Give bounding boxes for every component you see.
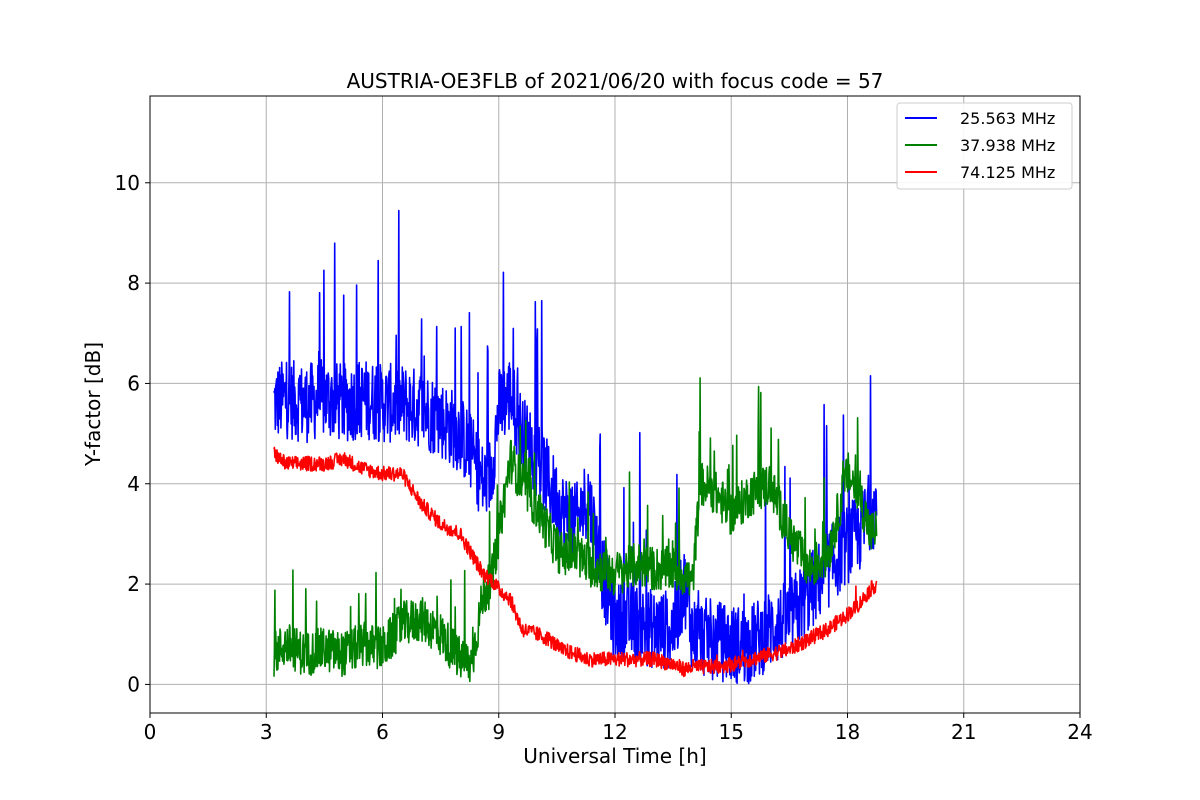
y-tick-label: 6 xyxy=(127,371,140,395)
x-axis-label: Universal Time [h] xyxy=(523,744,706,768)
chart-title: AUSTRIA-OE3FLB of 2021/06/20 with focus … xyxy=(347,69,884,93)
y-tick-label: 8 xyxy=(127,271,140,295)
x-tick-label: 18 xyxy=(835,720,860,744)
y-axis-label: Y-factor [dB] xyxy=(81,342,105,467)
x-tick-label: 0 xyxy=(144,720,157,744)
series-74125-line xyxy=(273,446,878,678)
legend: 25.563 MHz 37.938 MHz 74.125 MHz xyxy=(896,102,1073,190)
y-tick-label: 4 xyxy=(127,472,140,496)
x-tick-label: 12 xyxy=(602,720,627,744)
series-37938-line xyxy=(273,377,878,683)
legend-box xyxy=(896,102,1073,190)
x-tick-label: 9 xyxy=(492,720,505,744)
legend-label-37938: 37.938 MHz xyxy=(960,136,1055,155)
y-tick-label: 0 xyxy=(127,672,140,696)
y-tick-label: 10 xyxy=(115,171,140,195)
legend-label-25563: 25.563 MHz xyxy=(960,109,1055,128)
y-tick-label: 2 xyxy=(127,572,140,596)
x-tick-label: 21 xyxy=(951,720,976,744)
x-tick-label: 15 xyxy=(719,720,744,744)
x-tick-label: 24 xyxy=(1067,720,1092,744)
x-tick-label: 6 xyxy=(376,720,389,744)
x-tick-label: 3 xyxy=(260,720,273,744)
series-layer xyxy=(273,209,878,685)
series-25563-line xyxy=(273,209,878,685)
legend-label-74125: 74.125 MHz xyxy=(960,163,1055,182)
